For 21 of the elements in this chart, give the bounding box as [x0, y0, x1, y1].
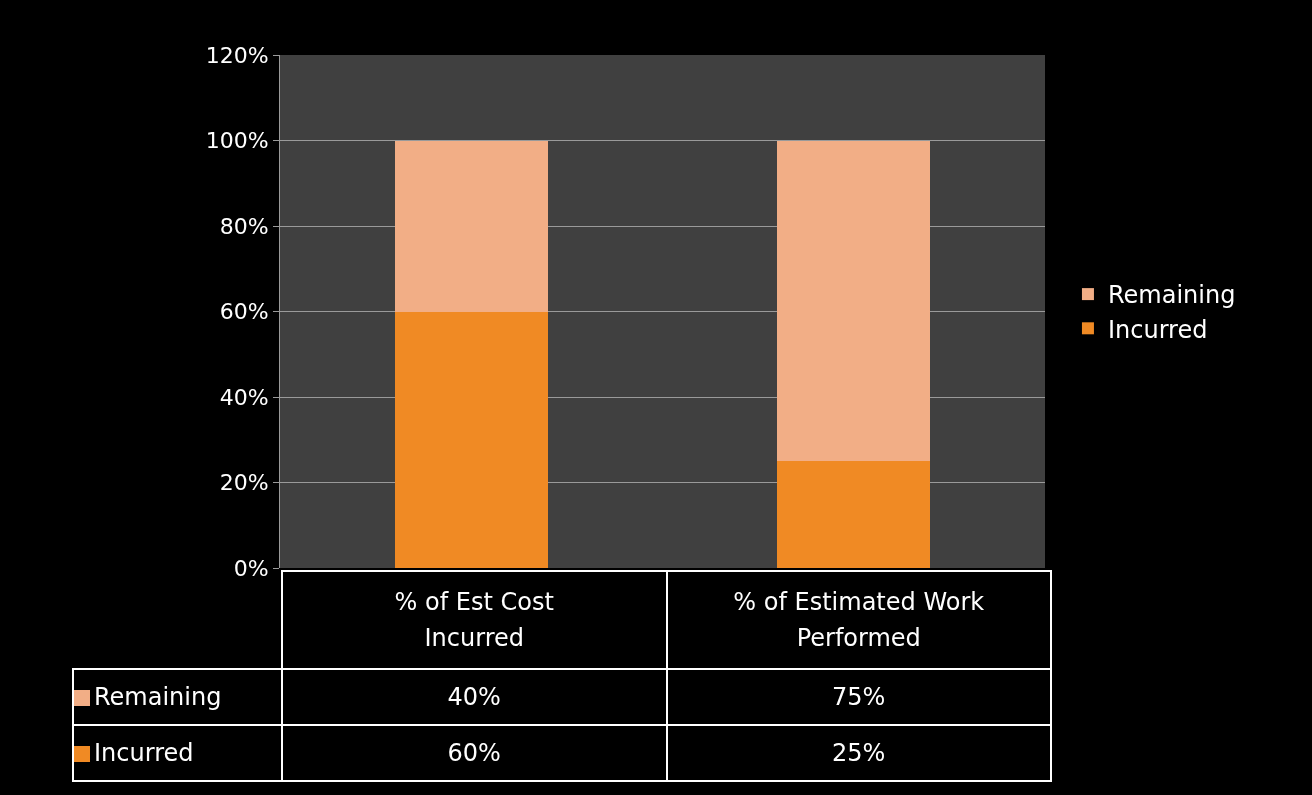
y-tick-label: 80% — [219, 213, 269, 239]
y-tick-label: 60% — [219, 299, 269, 325]
bar — [777, 140, 931, 462]
bar — [394, 140, 548, 312]
legend-label: Remaining — [1107, 281, 1236, 310]
data-label: 25% — [666, 725, 1051, 781]
y-tick-label: 20% — [219, 470, 269, 496]
bar — [777, 461, 931, 568]
x-tick-label: % of Estimated Work Performed — [732, 587, 986, 654]
data-label: 75% — [666, 669, 1051, 725]
y-tick-label: 100% — [205, 128, 269, 154]
y-tick-label: 40% — [219, 384, 269, 410]
data-label: 60% — [282, 725, 667, 781]
data-label: 40% — [282, 669, 667, 725]
x-tick-label: % of Est Cost Incurred — [393, 587, 555, 654]
bar — [394, 311, 548, 568]
text: Incurred — [94, 739, 194, 767]
y-tick-label: 120% — [205, 42, 269, 68]
y-tick-label: 0% — [233, 555, 269, 581]
text: Remaining — [94, 683, 222, 711]
legend-label: Incurred — [1107, 315, 1208, 344]
